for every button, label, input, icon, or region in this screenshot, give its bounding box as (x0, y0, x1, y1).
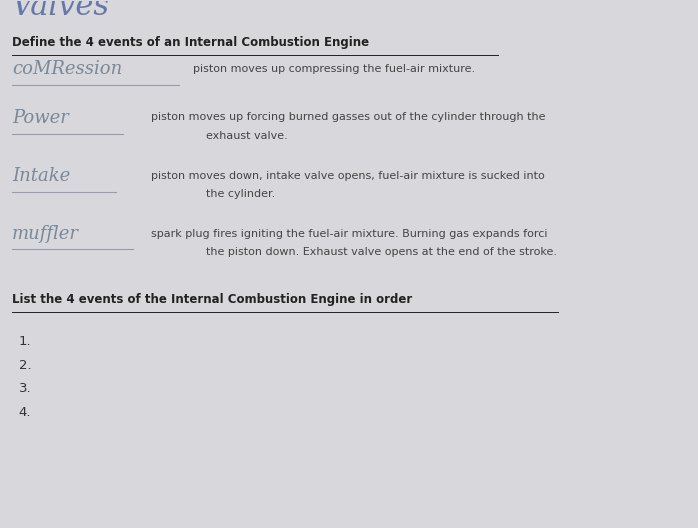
Text: muffler: muffler (12, 225, 79, 243)
Text: coMRession: coMRession (12, 60, 122, 78)
Text: Intake: Intake (12, 167, 70, 185)
Text: exhaust valve.: exhaust valve. (207, 130, 288, 140)
Text: piston moves up forcing burned gasses out of the cylinder through the: piston moves up forcing burned gasses ou… (151, 112, 545, 122)
Text: the piston down. Exhaust valve opens at the end of the stroke.: the piston down. Exhaust valve opens at … (207, 247, 558, 257)
Text: 3.: 3. (19, 382, 31, 395)
Text: 1.: 1. (19, 335, 31, 348)
Text: List the 4 events of the Internal Combustion Engine in order: List the 4 events of the Internal Combus… (12, 293, 412, 306)
Text: piston moves down, intake valve opens, fuel-air mixture is sucked into: piston moves down, intake valve opens, f… (151, 171, 544, 181)
Text: 2.: 2. (19, 359, 31, 372)
Text: piston moves up compressing the fuel-air mixture.: piston moves up compressing the fuel-air… (193, 64, 475, 74)
Text: 4.: 4. (19, 406, 31, 419)
Text: spark plug fires igniting the fuel-air mixture. Burning gas expands forci: spark plug fires igniting the fuel-air m… (151, 229, 547, 239)
Text: Power: Power (12, 109, 68, 127)
Text: the cylinder.: the cylinder. (207, 190, 276, 200)
Text: Valves: Valves (12, 0, 110, 22)
Text: Define the 4 events of an Internal Combustion Engine: Define the 4 events of an Internal Combu… (12, 36, 369, 49)
